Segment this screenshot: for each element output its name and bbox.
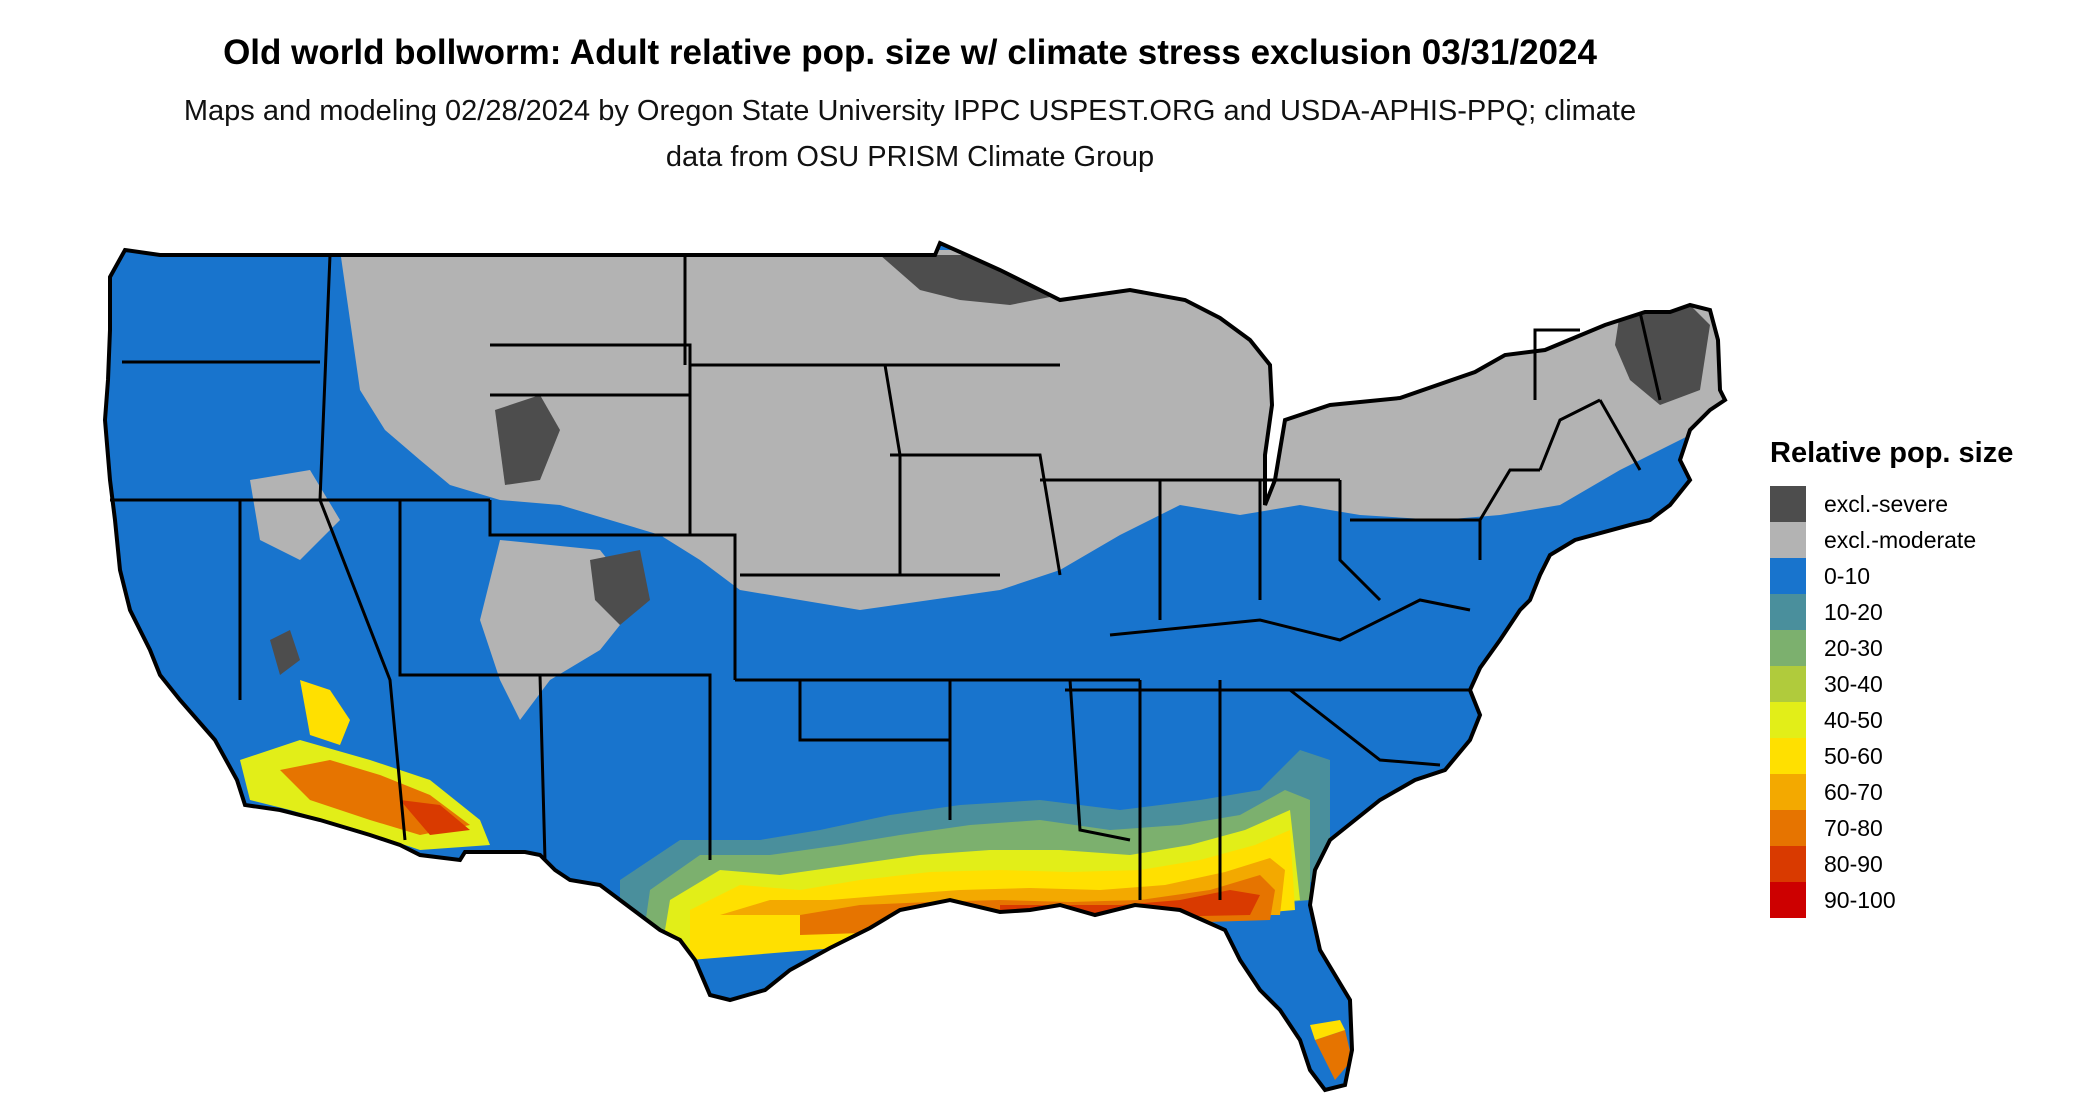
- legend-label: 50-60: [1824, 742, 1883, 769]
- legend-swatch: [1770, 522, 1806, 558]
- legend-swatch: [1770, 702, 1806, 738]
- legend-swatch: [1770, 558, 1806, 594]
- legend-swatch: [1770, 630, 1806, 666]
- legend-swatch: [1770, 774, 1806, 810]
- legend-swatch: [1770, 846, 1806, 882]
- legend-item: 40-50: [1770, 702, 2070, 738]
- legend-item: excl.-moderate: [1770, 522, 2070, 558]
- legend-item: excl.-severe: [1770, 486, 2070, 522]
- legend-item: 60-70: [1770, 774, 2070, 810]
- legend-label: 90-100: [1824, 886, 1896, 913]
- legend-label: 70-80: [1824, 814, 1883, 841]
- legend-swatch: [1770, 810, 1806, 846]
- legend-label: 20-30: [1824, 634, 1883, 661]
- legend-item: 70-80: [1770, 810, 2070, 846]
- legend-swatch: [1770, 738, 1806, 774]
- population-layer: [105, 243, 1725, 1090]
- legend-swatch: [1770, 594, 1806, 630]
- legend-item: 0-10: [1770, 558, 2070, 594]
- legend-label: 30-40: [1824, 670, 1883, 697]
- legend-items: excl.-severe excl.-moderate 0-10 10-20 20-30…: [1770, 486, 2070, 918]
- legend-item: 10-20: [1770, 594, 2070, 630]
- legend-label: 10-20: [1824, 598, 1883, 625]
- legend-label: 60-70: [1824, 778, 1883, 805]
- legend-label: 80-90: [1824, 850, 1883, 877]
- legend-swatch: [1770, 882, 1806, 918]
- map-subtitle: Maps and modeling 02/28/2024 by Oregon S…: [183, 95, 1637, 173]
- title-block: Old world bollworm: Adult relative pop. …: [160, 32, 1660, 180]
- legend-title: Relative pop. size: [1770, 437, 2014, 469]
- legend-label: excl.-severe: [1824, 490, 1948, 517]
- legend-item: 50-60: [1770, 738, 2070, 774]
- legend: Relative pop. size excl.-severe excl.-mod…: [1770, 436, 2070, 918]
- legend-item: 20-30: [1770, 630, 2070, 666]
- legend-swatch: [1770, 666, 1806, 702]
- map-title: Old world bollworm: Adult relative pop. …: [223, 33, 1597, 72]
- legend-item: 90-100: [1770, 882, 2070, 918]
- legend-item: 30-40: [1770, 666, 2070, 702]
- legend-label: 40-50: [1824, 706, 1883, 733]
- legend-label: 0-10: [1824, 562, 1871, 589]
- state-boundaries: [110, 254, 1662, 900]
- legend-item: 80-90: [1770, 846, 2070, 882]
- legend-label: excl.-moderate: [1824, 526, 1977, 553]
- legend-swatch: [1770, 486, 1806, 522]
